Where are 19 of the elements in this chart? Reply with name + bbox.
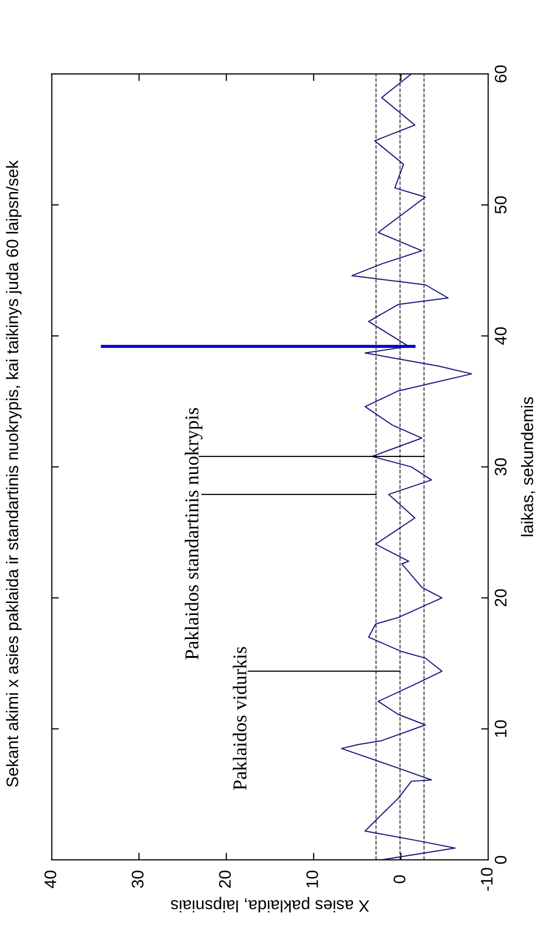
line-series: [341, 74, 472, 860]
x-axis-title: X asies paklaida, laipsniais: [170, 896, 370, 912]
annotation: Paklaidos standartinis nuokrypis: [184, 408, 202, 660]
x-tick-label: -10: [480, 868, 493, 891]
text: Sekant akimi x asies paklaida ir standartinis nuokrypis, kai taikinys juda 60 laipsn/sek: [6, 160, 22, 787]
y-tick-label: 10: [494, 720, 507, 737]
y-tick-label: 30: [494, 458, 507, 476]
x-tick-label: 30: [132, 870, 144, 888]
x-tick-label: 0: [394, 875, 406, 884]
y-tick-label: 0: [494, 856, 507, 864]
y-tick-label: 50: [494, 196, 507, 214]
y-tick-label: 60: [494, 65, 507, 82]
y-axis-title: laikas, sekundemis: [520, 397, 536, 536]
y-tick-label: 40: [494, 327, 507, 345]
x-tick-label: 40: [44, 870, 56, 888]
x-tick-label: 20: [219, 870, 231, 888]
x-tick-label: 10: [306, 870, 318, 888]
y-tick-label: 20: [494, 589, 507, 606]
annotation: Paklaidos vidurkis: [232, 646, 246, 790]
